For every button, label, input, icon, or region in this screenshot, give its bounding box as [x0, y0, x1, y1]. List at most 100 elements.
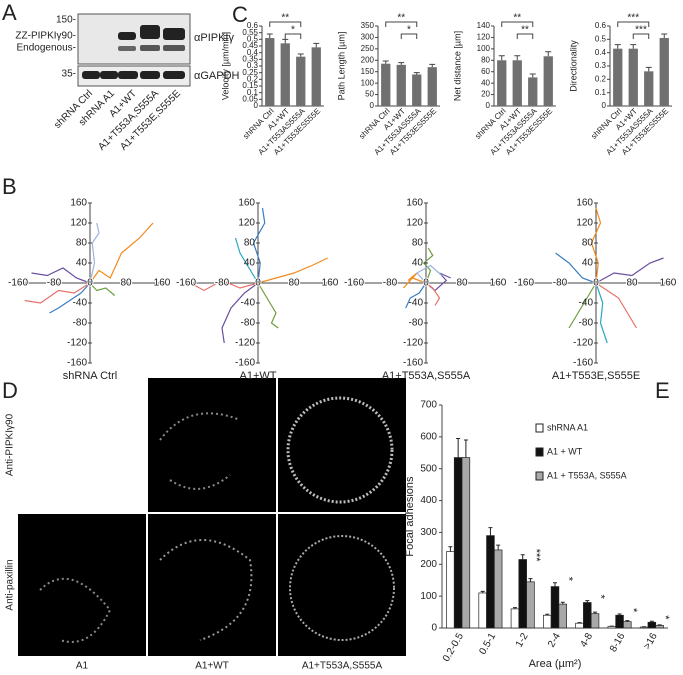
- x-tick-label: 80: [456, 278, 468, 289]
- bracket: [617, 21, 650, 27]
- bar: [655, 625, 664, 629]
- row-label: Anti-paxillin: [5, 559, 16, 610]
- legend-swatch: [535, 471, 544, 481]
- significance: *: [291, 25, 295, 36]
- track: [257, 282, 279, 329]
- y-tick-label: 0.4: [595, 48, 607, 57]
- x-tick-label: 160: [154, 278, 171, 289]
- track: [416, 264, 443, 284]
- y-tick-label: 140: [477, 21, 491, 30]
- y-tick-label: 350: [361, 21, 375, 30]
- x-tick-label: 4-8: [578, 631, 595, 649]
- bar: [461, 457, 471, 629]
- bar: [453, 457, 463, 629]
- bar: [311, 47, 321, 106]
- x-tick-label: 80: [288, 278, 300, 289]
- legend-swatch: [535, 423, 544, 433]
- track: [590, 207, 602, 284]
- error-bar: [514, 55, 521, 61]
- error-bar: [630, 44, 637, 49]
- error-bar: [577, 622, 582, 624]
- y-tick-label: -160: [67, 358, 87, 369]
- track: [568, 282, 597, 329]
- y-tick-label: -160: [235, 358, 255, 369]
- error-bar: [448, 546, 453, 552]
- error-bar: [463, 439, 468, 458]
- bar: [659, 38, 669, 106]
- marker: ZZ-PIPKIγ90-: [15, 31, 76, 42]
- track: [257, 257, 329, 284]
- panel-label: A: [2, 0, 17, 25]
- bar: [615, 614, 624, 629]
- significance: *: [562, 577, 574, 582]
- antibody: αPIPKIγ: [194, 32, 234, 44]
- panel-label: C: [232, 2, 248, 27]
- error-bar: [488, 527, 493, 536]
- y-tick-label: 0: [254, 101, 259, 110]
- column-label: A1+WT: [195, 661, 229, 672]
- error-bar: [429, 63, 436, 68]
- y-tick-label: 0.2: [247, 74, 259, 83]
- y-tick-label: 0.3: [247, 61, 259, 70]
- x-tick-label: -160: [514, 278, 534, 289]
- x-tick-label: 2-4: [546, 631, 563, 649]
- legend-swatch: [535, 447, 544, 457]
- y-tick-label: 0.6: [595, 21, 607, 30]
- y-tick-label: 120: [477, 33, 491, 42]
- bar: [486, 535, 495, 629]
- y-axis-label: Net distance [µm]: [452, 31, 462, 101]
- bar: [396, 64, 406, 106]
- x-axis-label: Area (µm²): [529, 658, 582, 670]
- bar: [550, 586, 560, 629]
- y-tick-label: 0.6: [247, 21, 259, 30]
- bar: [647, 621, 657, 629]
- y-tick-label: 0.1: [247, 88, 259, 97]
- error-bar: [617, 613, 622, 616]
- legend-label: A1 + WT: [547, 446, 583, 456]
- error-bar: [282, 38, 289, 44]
- significance: *: [595, 595, 607, 600]
- track: [405, 282, 427, 309]
- x-tick-label: 160: [660, 278, 677, 289]
- y-tick-label: 40: [412, 258, 424, 269]
- y-tick-label: 160: [238, 198, 255, 209]
- track: [89, 282, 116, 296]
- track: [234, 237, 259, 284]
- y-tick-label: 40: [76, 258, 88, 269]
- y-tick-label: 0.55: [242, 28, 258, 37]
- y-tick-label: 0.35: [242, 54, 258, 63]
- x-tick-label: -160: [344, 278, 364, 289]
- significance: ***: [627, 13, 639, 24]
- y-tick-label: 150: [361, 67, 375, 76]
- chart-title: A1+T553E,S555E: [552, 370, 640, 382]
- legend-label: shRNA A1: [547, 422, 588, 432]
- y-axis-label: Path Length [µm]: [336, 32, 346, 101]
- error-bar: [413, 72, 420, 75]
- track: [252, 207, 266, 284]
- significance: ***: [530, 549, 542, 563]
- y-tick-label: 160: [70, 198, 87, 209]
- y-tick-label: 120: [406, 218, 423, 229]
- x-tick-label: 80: [120, 278, 132, 289]
- y-tick-label: 100: [477, 44, 491, 53]
- y-tick-label: 100: [361, 78, 375, 87]
- y-tick-label: -80: [73, 318, 88, 329]
- y-tick-label: 50: [365, 90, 374, 99]
- y-tick-label: 0.45: [242, 41, 258, 50]
- y-tick-label: 0.15: [242, 81, 258, 90]
- y-tick-label: -160: [403, 358, 423, 369]
- y-tick-label: -40: [409, 298, 424, 309]
- track: [24, 282, 91, 304]
- x-tick-label: -160: [8, 278, 28, 289]
- y-axis-label: Velocity [µm/min]: [220, 32, 230, 100]
- micrographs: [18, 378, 406, 656]
- y-tick-label: 80: [76, 238, 88, 249]
- y-tick-label: 0.3: [595, 61, 607, 70]
- y-tick-label: -40: [241, 298, 256, 309]
- y-tick-label: 0.25: [242, 68, 258, 77]
- panel-label: E: [655, 378, 670, 403]
- track: [425, 272, 451, 292]
- significance: **: [521, 25, 529, 36]
- track: [422, 247, 434, 284]
